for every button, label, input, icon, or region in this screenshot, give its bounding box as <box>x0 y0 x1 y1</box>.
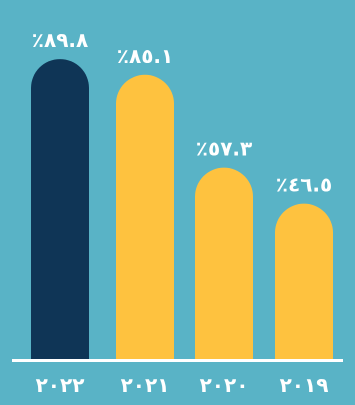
bar-٢٠١٩ <box>275 203 333 359</box>
category-label: ٢٠٢٠ <box>200 373 249 397</box>
bar-٢٠٢٠ <box>195 167 253 359</box>
value-label: ٪٨٩.٨ <box>32 28 88 52</box>
category-label: ٢٠٢٢ <box>36 373 85 397</box>
category-label: ٢٠١٩ <box>280 373 329 397</box>
value-label: ٪٨٥.١ <box>117 44 173 68</box>
value-label: ٪٤٦.٥ <box>276 173 332 197</box>
bar-٢٠٢٢ <box>31 59 89 359</box>
value-label: ٪٥٧.٣ <box>196 137 252 161</box>
category-label: ٢٠٢١ <box>121 373 170 397</box>
bar-٢٠٢١ <box>116 74 174 360</box>
